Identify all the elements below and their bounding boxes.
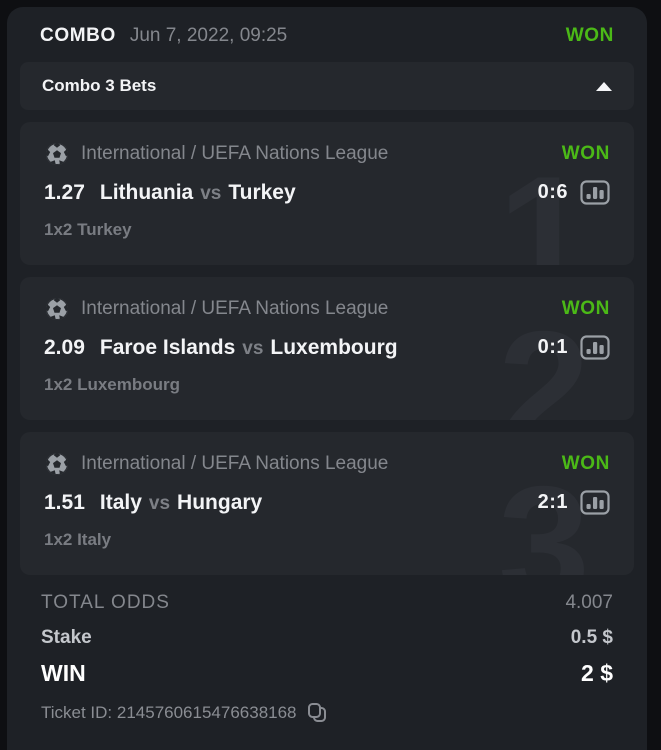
total-odds-row: TOTAL ODDS 4.007 — [20, 592, 634, 614]
match-score: 2:1 — [537, 491, 568, 513]
bet-status-badge: WON — [561, 453, 610, 474]
ticket-type-label: COMBO — [40, 25, 116, 46]
bet-pick-label: 1x2 Luxembourg — [44, 375, 181, 394]
stats-bar-chart-icon[interactable] — [580, 180, 610, 205]
bet-pick-label: 1x2 Italy — [44, 530, 112, 549]
odds-value: 1.51 — [44, 490, 85, 514]
ticket-id-label: Ticket ID: 2145760615476638168 — [41, 703, 297, 722]
match-score: 0:6 — [537, 181, 568, 203]
league-label: International / UEFA Nations League — [81, 143, 389, 164]
combo-bets-label: Combo 3 Bets — [42, 76, 157, 95]
bet-card: 2 — [20, 277, 634, 420]
stake-row: Stake 0.5 $ — [20, 627, 634, 649]
ticket-status-badge: WON — [565, 25, 614, 46]
odds-value: 1.27 — [44, 180, 85, 204]
vs-label: vs — [200, 182, 222, 204]
total-odds-value: 4.007 — [565, 592, 613, 613]
away-team: Turkey — [228, 180, 296, 204]
ticket-datetime: Jun 7, 2022, 09:25 — [129, 25, 288, 46]
home-team: Italy — [99, 490, 142, 514]
away-team: Hungary — [177, 490, 263, 514]
soccer-ball-icon — [44, 451, 70, 477]
league-label: International / UEFA Nations League — [81, 453, 389, 474]
copy-icon[interactable] — [306, 701, 328, 725]
bet-ticket-panel: COMBO Jun 7, 2022, 09:25 WON Combo 3 Bet… — [7, 7, 647, 750]
bet-number-watermark: 2 — [498, 297, 590, 420]
match-name: Lithuania vs Turkey — [100, 181, 296, 205]
league-label: International / UEFA Nations League — [81, 298, 389, 319]
away-team: Luxembourg — [270, 335, 398, 359]
match-name: Italy vs Hungary — [100, 491, 262, 515]
win-row: WIN 2 $ — [20, 660, 634, 687]
win-label: WIN — [41, 660, 86, 686]
match-name: Faroe Islands vs Luxembourg — [100, 336, 398, 360]
vs-label: vs — [148, 492, 171, 514]
stats-bar-chart-icon[interactable] — [580, 335, 610, 360]
ticket-id-row: Ticket ID: 2145760615476638168 — [20, 701, 634, 725]
win-value: 2 $ — [581, 660, 613, 686]
stake-label: Stake — [41, 627, 92, 648]
triangle-up-icon[interactable] — [596, 81, 612, 91]
stake-value: 0.5 $ — [570, 627, 613, 648]
bet-card: 1 — [20, 122, 634, 265]
soccer-ball-icon — [44, 296, 70, 322]
odds-value: 2.09 — [44, 335, 85, 359]
stats-bar-chart-icon[interactable] — [580, 490, 610, 515]
bet-status-badge: WON — [561, 143, 610, 164]
bet-status-badge: WON — [561, 298, 610, 319]
soccer-ball-icon — [44, 141, 70, 167]
bet-number-watermark: 3 — [498, 452, 590, 575]
vs-label: vs — [242, 337, 264, 359]
combo-bets-accordion[interactable]: Combo 3 Bets — [20, 62, 634, 110]
total-odds-label: TOTAL ODDS — [41, 592, 170, 613]
home-team: Lithuania — [99, 180, 194, 204]
bet-pick-label: 1x2 Turkey — [44, 220, 132, 239]
home-team: Faroe Islands — [99, 335, 236, 359]
match-score: 0:1 — [537, 336, 568, 358]
ticket-header: COMBO Jun 7, 2022, 09:25 WON — [20, 7, 634, 47]
bet-card: 3 — [20, 432, 634, 575]
bet-number-watermark: 1 — [498, 142, 590, 265]
